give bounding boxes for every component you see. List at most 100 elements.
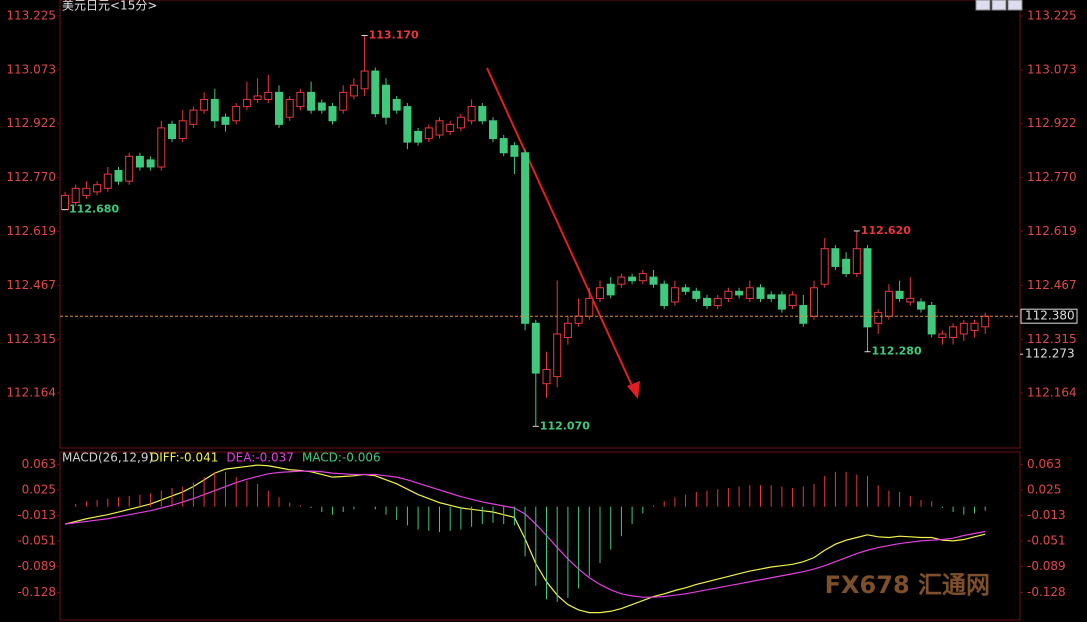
candle-body [446, 123, 455, 132]
candle-body [917, 301, 925, 310]
candle-body [949, 326, 958, 339]
candle-body [360, 70, 369, 90]
candle-body [242, 98, 251, 108]
candle-body [681, 287, 690, 292]
candle-body [660, 283, 669, 307]
candle-body [670, 287, 679, 303]
watermark: FX678 汇通网 [825, 571, 990, 599]
candle-body [307, 91, 316, 111]
candle-body [403, 106, 412, 143]
candle-body [842, 258, 851, 275]
candle-body [93, 184, 102, 193]
candle-body [146, 159, 155, 168]
candle-body [157, 127, 166, 168]
last-price-box [1020, 308, 1078, 324]
candle-body [168, 123, 176, 140]
candle-body [970, 322, 979, 331]
extreme-label: 112.070 [540, 419, 590, 432]
candle-body [617, 276, 626, 285]
candle-body [264, 91, 273, 100]
candle-body [489, 120, 497, 140]
candle-body [788, 294, 797, 307]
candle-body [467, 106, 476, 122]
candle-body [521, 152, 530, 324]
price-frame [59, 0, 1021, 449]
toolbar-icons [975, 0, 1023, 11]
y-tick-label: 0.063 [22, 457, 56, 471]
legend-entry: DIFF:-0.041 [150, 451, 218, 465]
y-tick-label-right: 113.073 [1027, 62, 1077, 76]
y-tick-label-right: 112.467 [1027, 278, 1077, 292]
candle-body [125, 155, 134, 182]
y-tick-label-right: 0.063 [1027, 457, 1061, 471]
candle-body [392, 98, 401, 111]
y-tick-label: 0.025 [22, 482, 56, 496]
candle-body [745, 287, 754, 299]
candle-body [799, 305, 808, 324]
y-tick-label-right: 112.164 [1027, 385, 1077, 399]
candle-body [114, 170, 123, 182]
candle-body [328, 106, 337, 122]
candle-body [414, 130, 423, 143]
candle-body [531, 322, 540, 374]
candle-body [713, 297, 722, 307]
candle-body [938, 333, 947, 339]
y-tick-label: 112.164 [6, 385, 56, 399]
y-tick-label-right: 112.922 [1027, 116, 1077, 130]
candle-body [296, 91, 305, 108]
candle-body [349, 84, 358, 97]
candle-body [703, 297, 711, 307]
y-tick-label: 112.770 [6, 170, 56, 184]
extreme-label: 113.170 [369, 29, 419, 42]
candle-body [371, 70, 380, 115]
candle-body [435, 120, 444, 136]
candle-body [499, 138, 508, 154]
candle-body [382, 84, 390, 118]
y-tick-label: 112.315 [6, 332, 56, 346]
y-tick-label: -0.013 [17, 508, 56, 522]
candle-body [424, 127, 433, 140]
legend-entry: MACD:-0.006 [302, 451, 381, 465]
candle-body [831, 248, 840, 267]
candle-body [874, 312, 883, 324]
candle-body [103, 173, 112, 189]
candle-body [285, 98, 294, 118]
y-tick-label-right: -0.089 [1027, 559, 1066, 573]
price-marker-label: 112.273 [1025, 347, 1075, 361]
candle-body [767, 294, 776, 299]
candle-body [927, 305, 936, 335]
candle-body [777, 294, 786, 310]
y-tick-label-right: -0.013 [1027, 508, 1066, 522]
candle-body [542, 368, 551, 385]
candle-body [735, 290, 744, 296]
legend-entry: DEA:-0.037 [226, 451, 294, 465]
candle-body [884, 290, 893, 317]
candle-body [456, 116, 465, 129]
candle-body [61, 194, 69, 211]
candle-body [649, 276, 658, 285]
candle-body [82, 187, 91, 196]
extreme-label: 112.680 [69, 203, 119, 216]
candle-body [810, 287, 818, 317]
y-tick-label: 112.922 [6, 116, 56, 130]
candle-body [724, 290, 733, 299]
trend-arrow [486, 67, 640, 399]
candle-body [906, 297, 915, 303]
candle-body [574, 315, 583, 324]
extreme-label: 112.280 [872, 345, 922, 358]
y-tick-label: -0.051 [17, 533, 56, 547]
candle-body [317, 102, 326, 111]
candle-body [628, 276, 637, 282]
y-tick-label-right: 112.619 [1027, 224, 1077, 238]
candle-body [210, 98, 219, 122]
candle-body [275, 91, 283, 125]
y-tick-label-right: 0.025 [1027, 482, 1061, 496]
candle-body [981, 315, 990, 328]
candle-body [178, 120, 187, 140]
candle-body [959, 322, 968, 335]
candle-body [221, 116, 230, 125]
last-price-label: 112.380 [1025, 309, 1075, 323]
macd-indicator: MACD(26,12,9) [62, 451, 153, 465]
y-tick-label-right: -0.051 [1027, 533, 1066, 547]
